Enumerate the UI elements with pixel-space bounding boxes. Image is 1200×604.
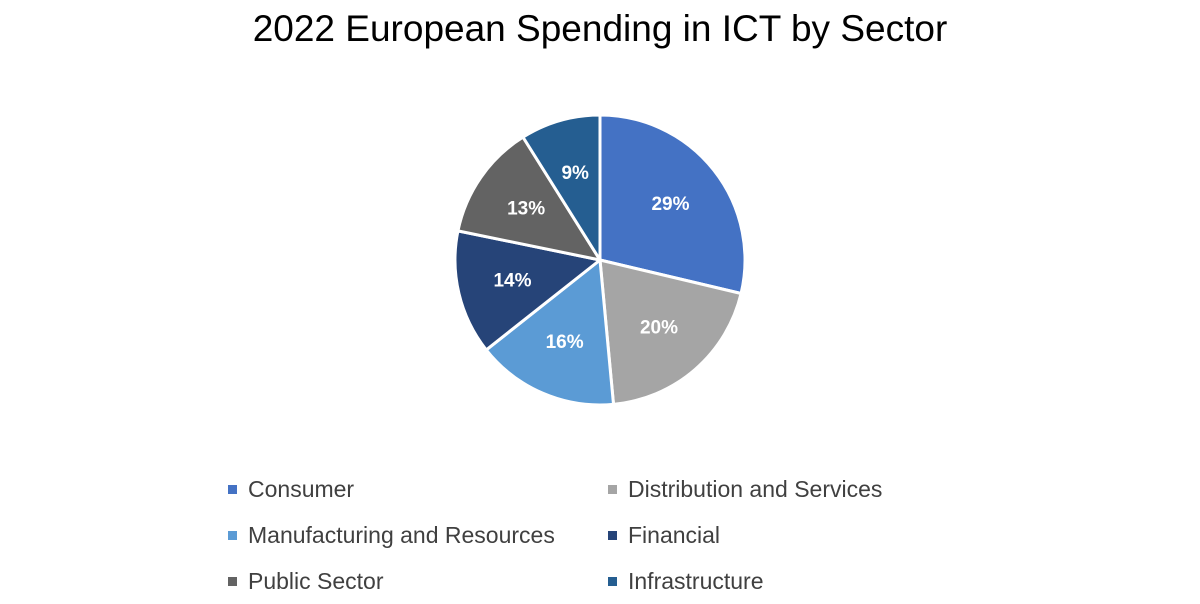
legend-item-public-sector: Public Sector: [228, 558, 608, 604]
legend-swatch: [228, 530, 237, 540]
legend-swatch: [228, 576, 237, 586]
pie-slice-public-sector: [456, 135, 602, 262]
chart-title: 2022 European Spending in ICT by Sector: [252, 8, 948, 49]
legend-swatch: [608, 530, 617, 540]
slice-label-financial: 14%: [493, 270, 531, 291]
legend-item-manufacturing-and-resources: Manufacturing and Resources: [228, 512, 608, 558]
legend-label: Financial: [628, 521, 721, 548]
slice-label-public-sector: 13%: [507, 198, 545, 219]
legend-swatch: [608, 484, 617, 494]
legend-label: Infrastructure: [628, 567, 764, 594]
pie-slice-distribution-and-services: [598, 258, 743, 406]
pie-slice-consumer: [598, 113, 747, 296]
pie-slice-infrastructure: [521, 113, 602, 262]
slice-label-consumer: 29%: [651, 194, 689, 215]
slice-label-manufacturing-and-resources: 16%: [546, 332, 584, 353]
legend-item-infrastructure: Infrastructure: [608, 558, 988, 604]
pie-data-labels: 29% 20% 16% 14% 13% 9%: [493, 163, 689, 353]
legend-swatch: [608, 576, 617, 586]
pie-slice-manufacturing-and-resources: [484, 258, 616, 407]
slice-label-distribution-and-services: 20%: [640, 317, 678, 338]
legend-item-distribution-and-services: Distribution and Services: [608, 466, 988, 512]
pie-slices: [453, 113, 747, 407]
chart-legend: Consumer Distribution and Services Manufac…: [228, 466, 988, 604]
legend-label: Public Sector: [248, 567, 384, 594]
legend-item-consumer: Consumer: [228, 466, 608, 512]
pie-slice-financial: [453, 229, 602, 352]
legend-label: Distribution and Services: [628, 475, 883, 502]
legend-item-financial: Financial: [608, 512, 988, 558]
legend-label: Consumer: [248, 475, 355, 502]
legend-label: Manufacturing and Resources: [248, 521, 555, 548]
slice-label-infrastructure: 9%: [561, 163, 589, 184]
legend-swatch: [228, 484, 237, 494]
